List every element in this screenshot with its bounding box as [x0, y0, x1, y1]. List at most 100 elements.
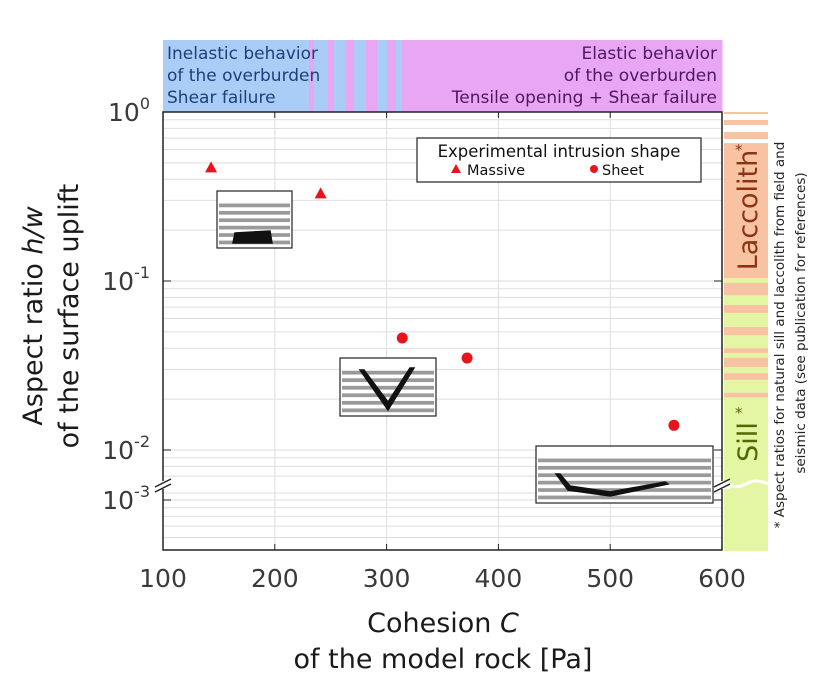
laccolith-range-bar: [724, 348, 768, 353]
behavior-band-segment-elastic: [345, 40, 355, 112]
elastic-band-label: Elastic behavior: [582, 44, 718, 64]
laccolith-range-bar: [724, 392, 768, 398]
elastic-band-label: Tensile opening + Shear failure: [451, 88, 717, 108]
inset-massive-intrusion: [216, 190, 293, 249]
inset-intrusion: [358, 367, 416, 412]
elastic-band-label: of the overburden: [564, 66, 717, 86]
axes-frame: [162, 111, 723, 551]
laccolith-range-bar: [724, 132, 768, 140]
inelastic-band-label: of the overburden: [167, 66, 320, 86]
y-tick-exponent: 0: [140, 94, 150, 113]
legend-circle-marker: [590, 165, 598, 173]
behavior-band-segment-inelastic: [163, 40, 310, 112]
y-tick-base: 10: [108, 98, 140, 127]
behavior-band-segment-inelastic: [354, 40, 367, 112]
behavior-band-segment-inelastic: [334, 40, 346, 112]
axis-break-mark: [154, 483, 172, 493]
y-tick-exponent: -2: [134, 432, 150, 451]
y-axis-label-line2: of the surface uplift: [54, 184, 85, 449]
axis-break-mark: [713, 478, 731, 488]
inset-intrusion: [554, 473, 670, 497]
y-tick-base: 10: [102, 267, 134, 296]
x-axis-label: Cohesion C: [367, 608, 519, 639]
inset-sheet-intrusion-2: [535, 445, 714, 504]
inset-layer: [538, 480, 711, 485]
data-point-sheet: [461, 352, 473, 364]
laccolith-asterisk: *: [735, 141, 743, 159]
laccolith-range-bar: [724, 282, 768, 296]
axis-break-wave: [723, 479, 769, 489]
behavior-band-segment-elastic: [328, 40, 335, 112]
sill-range-bar: [724, 278, 768, 551]
laccolith-label: Laccolith: [733, 150, 764, 271]
inset-layer: [219, 203, 290, 208]
behavior-band-segment-inelastic: [313, 40, 329, 112]
inelastic-band-label: Inelastic behavior: [167, 44, 318, 64]
laccolith-range-bar: [724, 373, 768, 380]
inset-intrusion: [232, 230, 273, 244]
legend-triangle-marker: [451, 164, 461, 173]
laccolith-range-bar: [724, 143, 768, 279]
inset-layer: [219, 225, 290, 230]
x-axis-label-text: Cohesion: [367, 608, 500, 639]
y-tick-exponent: -3: [134, 482, 150, 501]
inset-layer: [538, 458, 711, 463]
laccolith-range-bar: [724, 119, 768, 125]
axis-break-gap: [714, 481, 730, 489]
x-tick-label: 400: [475, 564, 523, 593]
y-tick-exponent: -1: [134, 263, 150, 282]
x-tick-label: 600: [698, 564, 746, 593]
axis-break-mark: [154, 478, 172, 488]
data-point-sheet: [668, 419, 680, 431]
data-point-massive: [205, 161, 218, 173]
inset-layer: [219, 210, 290, 215]
x-tick-label: 100: [139, 564, 187, 593]
y-tick-label: 10-1: [102, 263, 150, 296]
laccolith-range-bar: [724, 305, 768, 313]
legend: Experimental intrusion shape Massive Sheet: [416, 137, 702, 183]
inset-layer: [342, 378, 434, 383]
data-point-massive: [314, 187, 327, 199]
inelastic-band-label: Shear failure: [167, 88, 276, 108]
y-tick-label: 100: [108, 94, 150, 127]
inset-layer: [342, 393, 434, 398]
y-axis-label: Aspect ratio h/w: [18, 205, 49, 425]
natural-ranges-note: seismic data (see publication for refere…: [793, 172, 809, 473]
inset-layer: [538, 473, 711, 478]
data-point-sheet: [396, 332, 408, 344]
behavior-band-segment-elastic: [366, 40, 378, 112]
sill-asterisk: *: [735, 404, 743, 422]
y-tick-base: 10: [102, 436, 134, 465]
y-axis-label-variable: h/w: [18, 205, 49, 254]
behavior-band-segment-inelastic: [395, 40, 403, 112]
x-tick-label: 200: [251, 564, 299, 593]
y-tick-base: 10: [102, 486, 134, 515]
laccolith-range-bar: [724, 112, 768, 115]
legend-label-sheet: Sheet: [602, 163, 644, 179]
sill-label: Sill: [733, 422, 764, 462]
laccolith-range-bar: [724, 357, 768, 367]
behavior-band-segment-elastic: [309, 40, 315, 112]
inset-layer: [342, 370, 434, 375]
legend-label-massive: Massive: [467, 163, 525, 179]
x-tick-label: 300: [363, 564, 411, 593]
inset-layer: [538, 465, 711, 470]
legend-box: [416, 137, 702, 183]
inset-sheet-intrusion-1: [339, 357, 437, 417]
behavior-band-segment-elastic: [387, 40, 397, 112]
laccolith-range-bar: [724, 327, 768, 336]
x-tick-label: 500: [586, 564, 634, 593]
behavior-band-segment-inelastic: [376, 40, 388, 112]
inset-layer: [342, 385, 434, 390]
y-tick-label: 10-3: [102, 482, 150, 515]
y-axis-label-text: Aspect ratio: [18, 255, 49, 426]
y-tick-label: 10-2: [102, 432, 150, 465]
axis-break-mark: [713, 483, 731, 493]
axis-break-gap: [155, 481, 171, 489]
legend-title: Experimental intrusion shape: [438, 142, 681, 161]
x-axis-label-line2: of the model rock [Pa]: [294, 644, 593, 675]
inset-layer: [538, 495, 711, 500]
natural-ranges-note: * Aspect ratios for natural sill and lac…: [772, 142, 788, 529]
inset-layer: [219, 218, 290, 223]
behavior-band-segment-elastic: [402, 40, 723, 112]
